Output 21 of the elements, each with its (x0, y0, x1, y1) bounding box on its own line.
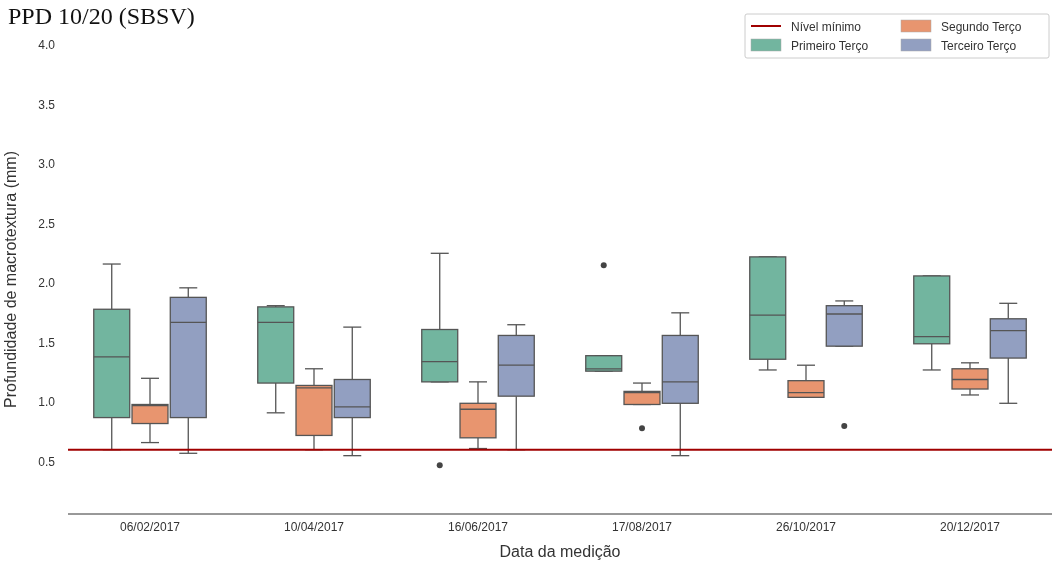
legend-label: Segundo Terço (941, 20, 1022, 34)
y-tick-label: 0.5 (38, 454, 56, 469)
chart-title: PPD 10/20 (SBSV) (8, 3, 195, 29)
y-tick-label: 1.5 (38, 335, 56, 350)
x-tick-label: 16/06/2017 (447, 520, 509, 534)
x-axis-title: Data da medição (499, 543, 621, 560)
x-tick-label: 17/08/2017 (611, 520, 673, 534)
y-tick-label: 3.5 (38, 97, 56, 112)
y-tick-label: 1.0 (38, 395, 56, 410)
legend-label: Primeiro Terço (791, 39, 869, 53)
x-tick-label: 20/12/2017 (939, 520, 1001, 534)
y-tick-label: 3.0 (38, 157, 56, 172)
y-axis-title: Profundidade de macrotextura (mm) (2, 151, 19, 408)
y-tick-label: 2.5 (38, 216, 56, 231)
x-tick-label: 10/04/2017 (283, 520, 345, 534)
legend-label: Terceiro Terço (941, 39, 1017, 53)
x-tick-label: 06/02/2017 (119, 520, 181, 534)
x-tick-label: 26/10/2017 (775, 520, 837, 534)
y-tick-label: 4.0 (38, 38, 56, 53)
y-tick-label: 2.0 (38, 276, 56, 291)
legend-label: Nível mínimo (791, 20, 862, 34)
